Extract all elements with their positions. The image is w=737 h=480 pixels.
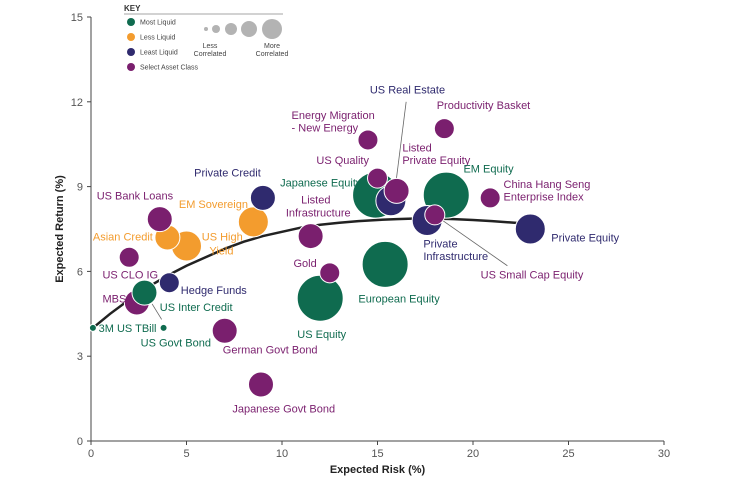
label-us-quality: US Quality — [316, 155, 369, 167]
legend-most-liquid-swatch — [127, 18, 135, 26]
point-labels: 3M US TBill US Govt Bond MBS US Inter Credi… — [93, 84, 620, 415]
y-tick-label: 9 — [77, 182, 83, 194]
label-us-clo-ig: US CLO IG — [102, 269, 158, 281]
label-private-equity: Private Equity — [551, 233, 619, 245]
bubble-private-equity — [514, 213, 546, 245]
label-productivity-basket: Productivity Basket — [437, 100, 531, 112]
leader-line — [394, 101, 407, 193]
correlation-size-1 — [204, 27, 208, 31]
label-china-hang-seng: China Hang Seng — [504, 179, 591, 191]
x-ticks: 0 5 10 15 20 25 30 — [88, 441, 670, 460]
x-tick-label: 25 — [562, 448, 574, 460]
label-european-equity: European Equity — [358, 293, 440, 305]
y-ticks: 0 3 6 9 12 15 — [71, 12, 91, 448]
bubble-productivity-basket — [433, 118, 455, 140]
legend-least-liquid-swatch — [127, 48, 135, 56]
bubble-us-bank-loans — [146, 206, 173, 233]
bubble-em-sovereign — [237, 206, 269, 238]
bubble-private-credit — [249, 184, 276, 211]
x-tick-label: 0 — [88, 448, 94, 460]
label-private: Private — [423, 238, 457, 250]
label-listed: Listed — [301, 195, 330, 207]
bubble-china-hang-seng-enterprise-index — [479, 187, 501, 209]
label-gold: Gold — [293, 258, 316, 270]
label-asian-credit: Asian Credit — [93, 231, 153, 243]
bubble-us-small-cap-equity — [424, 204, 446, 226]
label-us-bank-loans: US Bank Loans — [97, 190, 174, 202]
label-us-real-estate: US Real Estate — [370, 84, 445, 96]
label-listed: Listed — [402, 142, 431, 154]
bubble-energy-migration-new-energy — [357, 129, 379, 151]
label-infrastructure: Infrastructure — [423, 251, 488, 263]
legend-select-asset-class-swatch — [127, 63, 135, 71]
label-german-govt-bond: German Govt Bond — [223, 344, 318, 356]
label-hedge-funds: Hedge Funds — [181, 285, 248, 297]
bubble-german-govt-bond — [211, 317, 238, 344]
label-us-inter-credit: US Inter Credit — [160, 302, 233, 314]
correlation-size-3 — [225, 23, 237, 35]
label-energy-migration: Energy Migration — [292, 110, 375, 122]
leader-line — [151, 303, 163, 320]
legend-most-liquid: Most Liquid — [140, 20, 176, 27]
bubble-european-equity — [361, 240, 409, 288]
correlation-size-2 — [212, 25, 220, 33]
more-correlated-line2: Correlated — [256, 51, 289, 58]
y-tick-label: 12 — [71, 97, 83, 109]
label-us-equity: US Equity — [297, 329, 346, 341]
label-us-small-cap-equity: US Small Cap Equity — [481, 269, 584, 281]
more-correlated-line1: More — [264, 43, 280, 50]
bubble-listed-private-equity — [383, 177, 410, 204]
label-em-sovereign: EM Sovereign — [179, 199, 248, 211]
label-japanese-equity: Japanese Equity — [280, 178, 362, 190]
x-tick-label: 30 — [658, 448, 670, 460]
bubble-gold — [319, 262, 341, 284]
label-em-equity: EM Equity — [463, 163, 514, 175]
bubble-us-equity — [296, 274, 344, 322]
label-japanese-govt-bond: Japanese Govt Bond — [232, 404, 335, 416]
x-tick-label: 5 — [183, 448, 189, 460]
label-private-credit: Private Credit — [194, 168, 261, 180]
label-us-govt-bond: US Govt Bond — [141, 337, 211, 349]
leader-line — [438, 217, 508, 267]
label-enterprise-index: Enterprise Index — [504, 192, 585, 204]
x-tick-label: 15 — [371, 448, 383, 460]
bubble-us-govt-bond — [159, 323, 168, 332]
bubble-us-clo-ig — [118, 246, 140, 268]
y-tick-label: 3 — [77, 351, 83, 363]
bubble-us-inter-credit — [131, 279, 158, 306]
legend-less-liquid: Less Liquid — [140, 35, 176, 42]
legend: KEY Most Liquid Less Liquid Least Liquid… — [124, 4, 288, 72]
bubbles — [88, 118, 546, 398]
label-private-equity: Private Equity — [402, 155, 470, 167]
label-us-high: US High — [202, 231, 243, 243]
bubble-3m-us-tbill — [88, 323, 97, 332]
legend-less-liquid-swatch — [127, 33, 135, 41]
legend-select-asset-class: Select Asset Class — [140, 65, 198, 72]
y-tick-label: 0 — [77, 436, 83, 448]
x-tick-label: 10 — [276, 448, 288, 460]
y-tick-label: 15 — [71, 12, 83, 24]
bubble-us-quality — [367, 167, 388, 189]
label-infrastructure: Infrastructure — [286, 207, 351, 219]
label-mbs: MBS — [102, 293, 126, 305]
legend-least-liquid: Least Liquid — [140, 50, 178, 57]
bubble-listed-infrastructure — [297, 223, 324, 250]
x-tick-label: 20 — [467, 448, 479, 460]
less-correlated-line1: Less — [203, 43, 218, 50]
label-new-energy: - New Energy — [292, 122, 359, 134]
x-axis-label: Expected Risk (%) — [330, 464, 426, 476]
y-axis-label: Expected Return (%) — [54, 175, 66, 283]
legend-title: KEY — [124, 4, 141, 13]
bubble-hedge-funds — [158, 272, 180, 294]
bubble-japanese-govt-bond — [247, 371, 274, 398]
leader-lines — [151, 101, 508, 320]
label-3m-us-tbill: 3M US TBill — [99, 323, 157, 335]
less-correlated-line2: Correlated — [194, 51, 227, 58]
correlation-size-5 — [262, 19, 282, 39]
label-yield: Yield — [209, 245, 233, 257]
correlation-size-4 — [241, 21, 257, 37]
y-tick-label: 6 — [77, 266, 83, 278]
